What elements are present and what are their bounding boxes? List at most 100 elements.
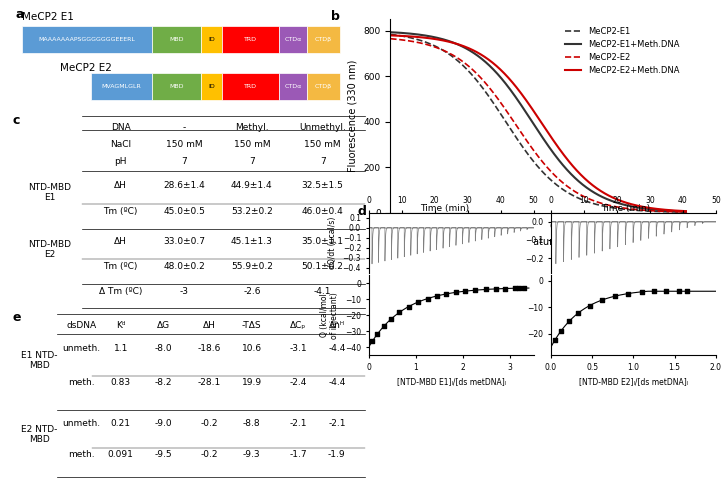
Text: CTDβ: CTDβ (315, 85, 332, 89)
Point (431, 292, 442, 300)
Text: 35.0±1.1: 35.0±1.1 (301, 237, 343, 246)
Point (490, 285, 502, 293)
Text: unmeth.: unmeth. (63, 419, 100, 428)
Text: -28.1: -28.1 (197, 378, 221, 387)
Text: 150 mM: 150 mM (166, 140, 203, 149)
FancyBboxPatch shape (307, 26, 340, 53)
Text: MeCP2 E2: MeCP2 E2 (60, 63, 112, 73)
Point (563, 317, 575, 325)
Text: NaCl: NaCl (110, 140, 132, 149)
Text: -0.2: -0.2 (200, 419, 218, 428)
Point (393, 309, 405, 316)
Text: -8.0: -8.0 (155, 344, 172, 354)
Text: 33.0±0.7: 33.0±0.7 (163, 237, 205, 246)
FancyBboxPatch shape (201, 73, 221, 100)
FancyBboxPatch shape (22, 26, 153, 53)
Point (518, 284, 530, 292)
Point (609, 292, 621, 300)
Text: -0.2: -0.2 (200, 450, 218, 459)
Text: 55.9±0.2: 55.9±0.2 (231, 262, 273, 271)
FancyBboxPatch shape (153, 73, 201, 100)
Point (412, 298, 424, 306)
X-axis label: [NTD-MBD E1]ₗ/[ds metDNA]ₗ: [NTD-MBD E1]ₗ/[ds metDNA]ₗ (397, 377, 505, 386)
Text: DNA: DNA (111, 123, 131, 132)
Text: NTD-MBD
E1: NTD-MBD E1 (28, 183, 72, 202)
FancyBboxPatch shape (201, 26, 221, 53)
Text: 7: 7 (320, 157, 325, 167)
Text: a: a (15, 8, 24, 21)
Text: 150 mM: 150 mM (234, 140, 270, 149)
Point (403, 303, 414, 311)
Text: 50.1±0.2: 50.1±0.2 (301, 262, 343, 271)
Text: -4.1: -4.1 (314, 287, 331, 296)
Text: 28.6±1.4: 28.6±1.4 (163, 181, 205, 190)
Text: -: - (183, 123, 186, 132)
Text: b: b (331, 10, 340, 23)
Point (623, 290, 634, 298)
Point (481, 285, 492, 293)
Text: Δ Tm (ºC): Δ Tm (ºC) (99, 287, 142, 296)
Text: MBD: MBD (169, 37, 184, 42)
Text: unmeth.: unmeth. (63, 344, 100, 354)
Text: d: d (358, 205, 367, 218)
Text: 45.0±0.5: 45.0±0.5 (163, 207, 205, 216)
Text: MBD: MBD (169, 85, 184, 89)
Text: E1 NTD-
MBD: E1 NTD- MBD (21, 351, 58, 370)
Text: 32.5±1.5: 32.5±1.5 (301, 181, 343, 190)
Text: -4.4: -4.4 (328, 344, 346, 354)
Point (367, 337, 378, 345)
X-axis label: [NTD-MBD E2]ₗ/[ds metDNA]ₗ: [NTD-MBD E2]ₗ/[ds metDNA]ₗ (579, 377, 688, 386)
Point (372, 330, 383, 338)
Point (509, 284, 521, 292)
Text: meth.: meth. (69, 450, 95, 459)
Text: 44.9±1.4: 44.9±1.4 (231, 181, 273, 190)
Text: -9.5: -9.5 (155, 450, 172, 459)
Point (469, 286, 481, 294)
Point (648, 287, 659, 295)
Text: ΔH: ΔH (114, 181, 127, 190)
Text: TRD: TRD (244, 37, 257, 42)
Text: -1.7: -1.7 (289, 450, 307, 459)
Text: CTDα: CTDα (284, 37, 301, 42)
Text: e: e (13, 311, 21, 324)
Text: ID: ID (208, 37, 215, 42)
Text: -18.6: -18.6 (197, 344, 221, 354)
Text: MeCP2 E1: MeCP2 E1 (22, 12, 74, 22)
Point (378, 323, 390, 330)
Text: 53.2±0.2: 53.2±0.2 (231, 207, 273, 216)
Text: -3: -3 (180, 287, 189, 296)
Text: -2.6: -2.6 (243, 287, 260, 296)
Text: Time (min): Time (min) (420, 204, 469, 213)
Text: CTDβ: CTDβ (315, 37, 332, 42)
Text: E2 NTD-
MBD: E2 NTD- MBD (21, 425, 57, 444)
Text: ΔCₚ: ΔCₚ (290, 321, 306, 330)
Text: 10.6: 10.6 (241, 344, 262, 354)
Text: CTDα: CTDα (284, 85, 301, 89)
Point (636, 288, 647, 296)
Y-axis label: Fluorescence (330 nm): Fluorescence (330 nm) (348, 60, 358, 172)
Point (450, 288, 462, 296)
Point (440, 290, 452, 298)
FancyBboxPatch shape (278, 73, 307, 100)
Y-axis label: dQ/dt (μcal/s): dQ/dt (μcal/s) (328, 216, 337, 269)
FancyBboxPatch shape (221, 73, 278, 100)
Point (681, 287, 693, 295)
Text: 48.0±0.2: 48.0±0.2 (163, 262, 205, 271)
Text: 7: 7 (249, 157, 254, 167)
FancyBboxPatch shape (221, 26, 278, 53)
Text: meth.: meth. (69, 378, 95, 387)
Point (673, 287, 685, 295)
Text: MVAGMLGLR: MVAGMLGLR (102, 85, 142, 89)
Point (500, 284, 511, 292)
Text: MAAAAAAAPSGGGGGGGEEERL: MAAAAAAAPSGGGGGGGEEERL (38, 37, 135, 42)
Point (596, 296, 608, 304)
Text: Δnᴴ: Δnᴴ (329, 321, 345, 330)
Point (555, 327, 567, 335)
Text: -2.1: -2.1 (328, 419, 346, 428)
Text: -9.0: -9.0 (155, 419, 172, 428)
Point (513, 284, 525, 292)
Text: -9.3: -9.3 (243, 450, 260, 459)
Text: -8.8: -8.8 (243, 419, 260, 428)
Text: TRD: TRD (244, 85, 257, 89)
Text: dsDNA: dsDNA (67, 321, 97, 330)
